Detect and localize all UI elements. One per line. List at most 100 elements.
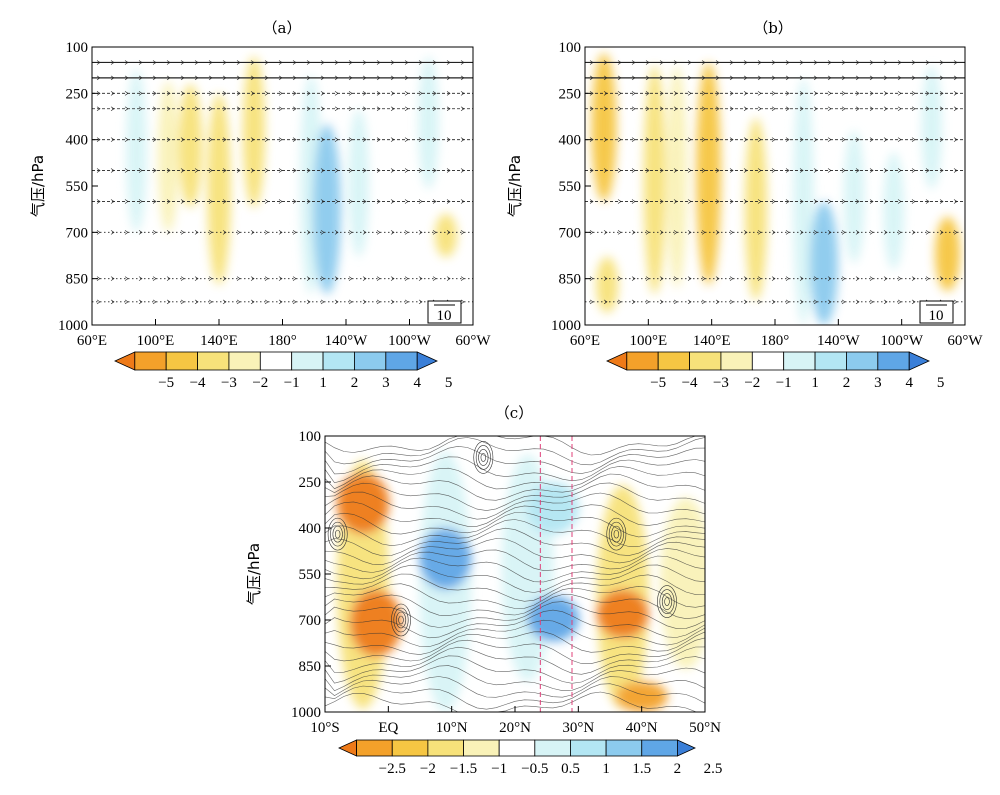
colorbar-segment	[877, 351, 910, 371]
colorbar-tick-label: −1	[491, 761, 507, 777]
x-tick-label: 20°N	[499, 720, 531, 736]
colorbar-tick-label: 2	[674, 761, 682, 777]
streamline	[325, 519, 705, 547]
vector-row	[585, 106, 965, 112]
colorbar-segment	[570, 739, 607, 757]
colorbar-segment	[814, 351, 847, 371]
anomaly-blob	[207, 93, 231, 285]
colorbar-tick-label: 1	[811, 375, 819, 391]
panel-a-frame	[91, 46, 474, 326]
streamline	[325, 619, 705, 647]
y-tick-label: 400	[299, 521, 322, 537]
vector-row	[585, 276, 965, 281]
anomaly-blob	[596, 257, 619, 313]
colorbar-tick-label: −3	[713, 375, 729, 391]
panel-c-title: （c）	[495, 404, 533, 422]
colorbar-tick-label: 4	[905, 375, 913, 391]
y-tick-label: 850	[299, 659, 322, 675]
streamline	[325, 436, 705, 456]
anomaly-blob	[843, 130, 865, 264]
streamline	[325, 609, 705, 639]
streamline-vortex	[606, 517, 627, 551]
streamline	[325, 676, 705, 698]
streamline-vortex	[478, 449, 489, 466]
colorbar-segment	[606, 351, 628, 371]
panel-a-reference-label: 10	[437, 308, 452, 324]
streamline-vortex	[327, 517, 348, 551]
streamline-vortex	[393, 607, 409, 633]
streamline-vortex	[473, 441, 494, 474]
y-tick-label: 250	[559, 86, 582, 102]
panel-b-title: （b）	[753, 19, 793, 37]
vector-row	[585, 60, 965, 65]
y-tick-label: 1000	[551, 318, 581, 334]
vector-row	[92, 75, 473, 81]
panel-b-vectors	[585, 60, 965, 305]
colorbar-tick-label: 2	[351, 375, 359, 391]
panel-a-colorbar: −5 −4 −3 −2 −1 1 2 3 4 5	[114, 351, 453, 391]
vector-row	[92, 230, 473, 235]
anomaly-blob	[615, 681, 668, 712]
anomaly-blob	[418, 56, 439, 190]
colorbar-segment	[626, 351, 659, 371]
y-tick-label: 550	[66, 179, 89, 195]
x-tick-label: 40°N	[626, 720, 658, 736]
colorbar-tick-label: 1	[319, 375, 327, 391]
colorbar-tick-label: −1.5	[450, 761, 477, 777]
y-tick-label: 850	[559, 272, 582, 288]
streamline	[325, 501, 705, 527]
streamline	[325, 437, 705, 466]
streamline-vortex	[657, 585, 677, 618]
y-tick-label: 1000	[58, 318, 88, 334]
streamline-vortex	[611, 525, 622, 543]
streamline	[325, 548, 705, 573]
streamline	[325, 445, 705, 475]
panel-c-streamlines	[325, 436, 705, 712]
colorbar-segment	[291, 351, 324, 371]
panel-a-ylabel: 气压/hPa	[29, 155, 47, 217]
streamline-vortex	[332, 525, 343, 543]
y-tick-label: 100	[299, 429, 322, 445]
streamline	[325, 465, 705, 490]
colorbar-segment	[605, 739, 643, 757]
colorbar-tick-label: 5	[445, 375, 453, 391]
x-tick-label: 60°W	[947, 333, 983, 349]
vector-row	[585, 91, 965, 96]
anomaly-blob	[178, 84, 203, 208]
streamline-vortex	[398, 615, 404, 625]
colorbar-tick-label: −0.5	[521, 761, 548, 777]
colorbar-segment	[783, 351, 816, 371]
panel-c-dashed-lines	[539, 436, 573, 712]
panel-b-ylabel: 气压/hPa	[506, 155, 524, 217]
x-tick-label: 140°E	[693, 333, 731, 349]
colorbar-tick-label: −2	[744, 375, 760, 391]
panel-b: （b） 100 250 400 550 700 850 1000 60°E 100°E 140°…	[506, 19, 983, 391]
anomaly-blob	[810, 201, 839, 325]
x-tick-label: 100°E	[137, 333, 175, 349]
anomaly-blob	[349, 589, 402, 657]
streamline	[325, 583, 705, 609]
anomaly-blob	[666, 65, 688, 288]
vector-row	[92, 60, 473, 65]
y-tick-label: 700	[66, 225, 89, 241]
x-tick-label: 60°W	[455, 333, 491, 349]
colorbar-segment	[197, 351, 230, 371]
colorbar-tick-label: 3	[382, 375, 390, 391]
streamline-vortex	[664, 597, 670, 606]
y-tick-label: 100	[66, 40, 89, 56]
colorbar-tick-label: 3	[874, 375, 882, 391]
colorbar-segment	[228, 351, 261, 371]
colorbar-segment	[641, 739, 678, 757]
x-tick-label: 180°	[268, 333, 297, 349]
anomaly-blob	[242, 56, 265, 208]
panel-c-blobs	[337, 451, 705, 712]
y-tick-label: 850	[66, 272, 89, 288]
vector-row	[92, 137, 473, 142]
colorbar-tick-label: 1.5	[632, 761, 651, 777]
streamline	[325, 665, 705, 692]
anomaly-blob	[312, 124, 341, 295]
streamline	[325, 456, 705, 484]
x-tick-label: 140°E	[200, 333, 238, 349]
x-tick-label: EQ	[378, 720, 398, 736]
